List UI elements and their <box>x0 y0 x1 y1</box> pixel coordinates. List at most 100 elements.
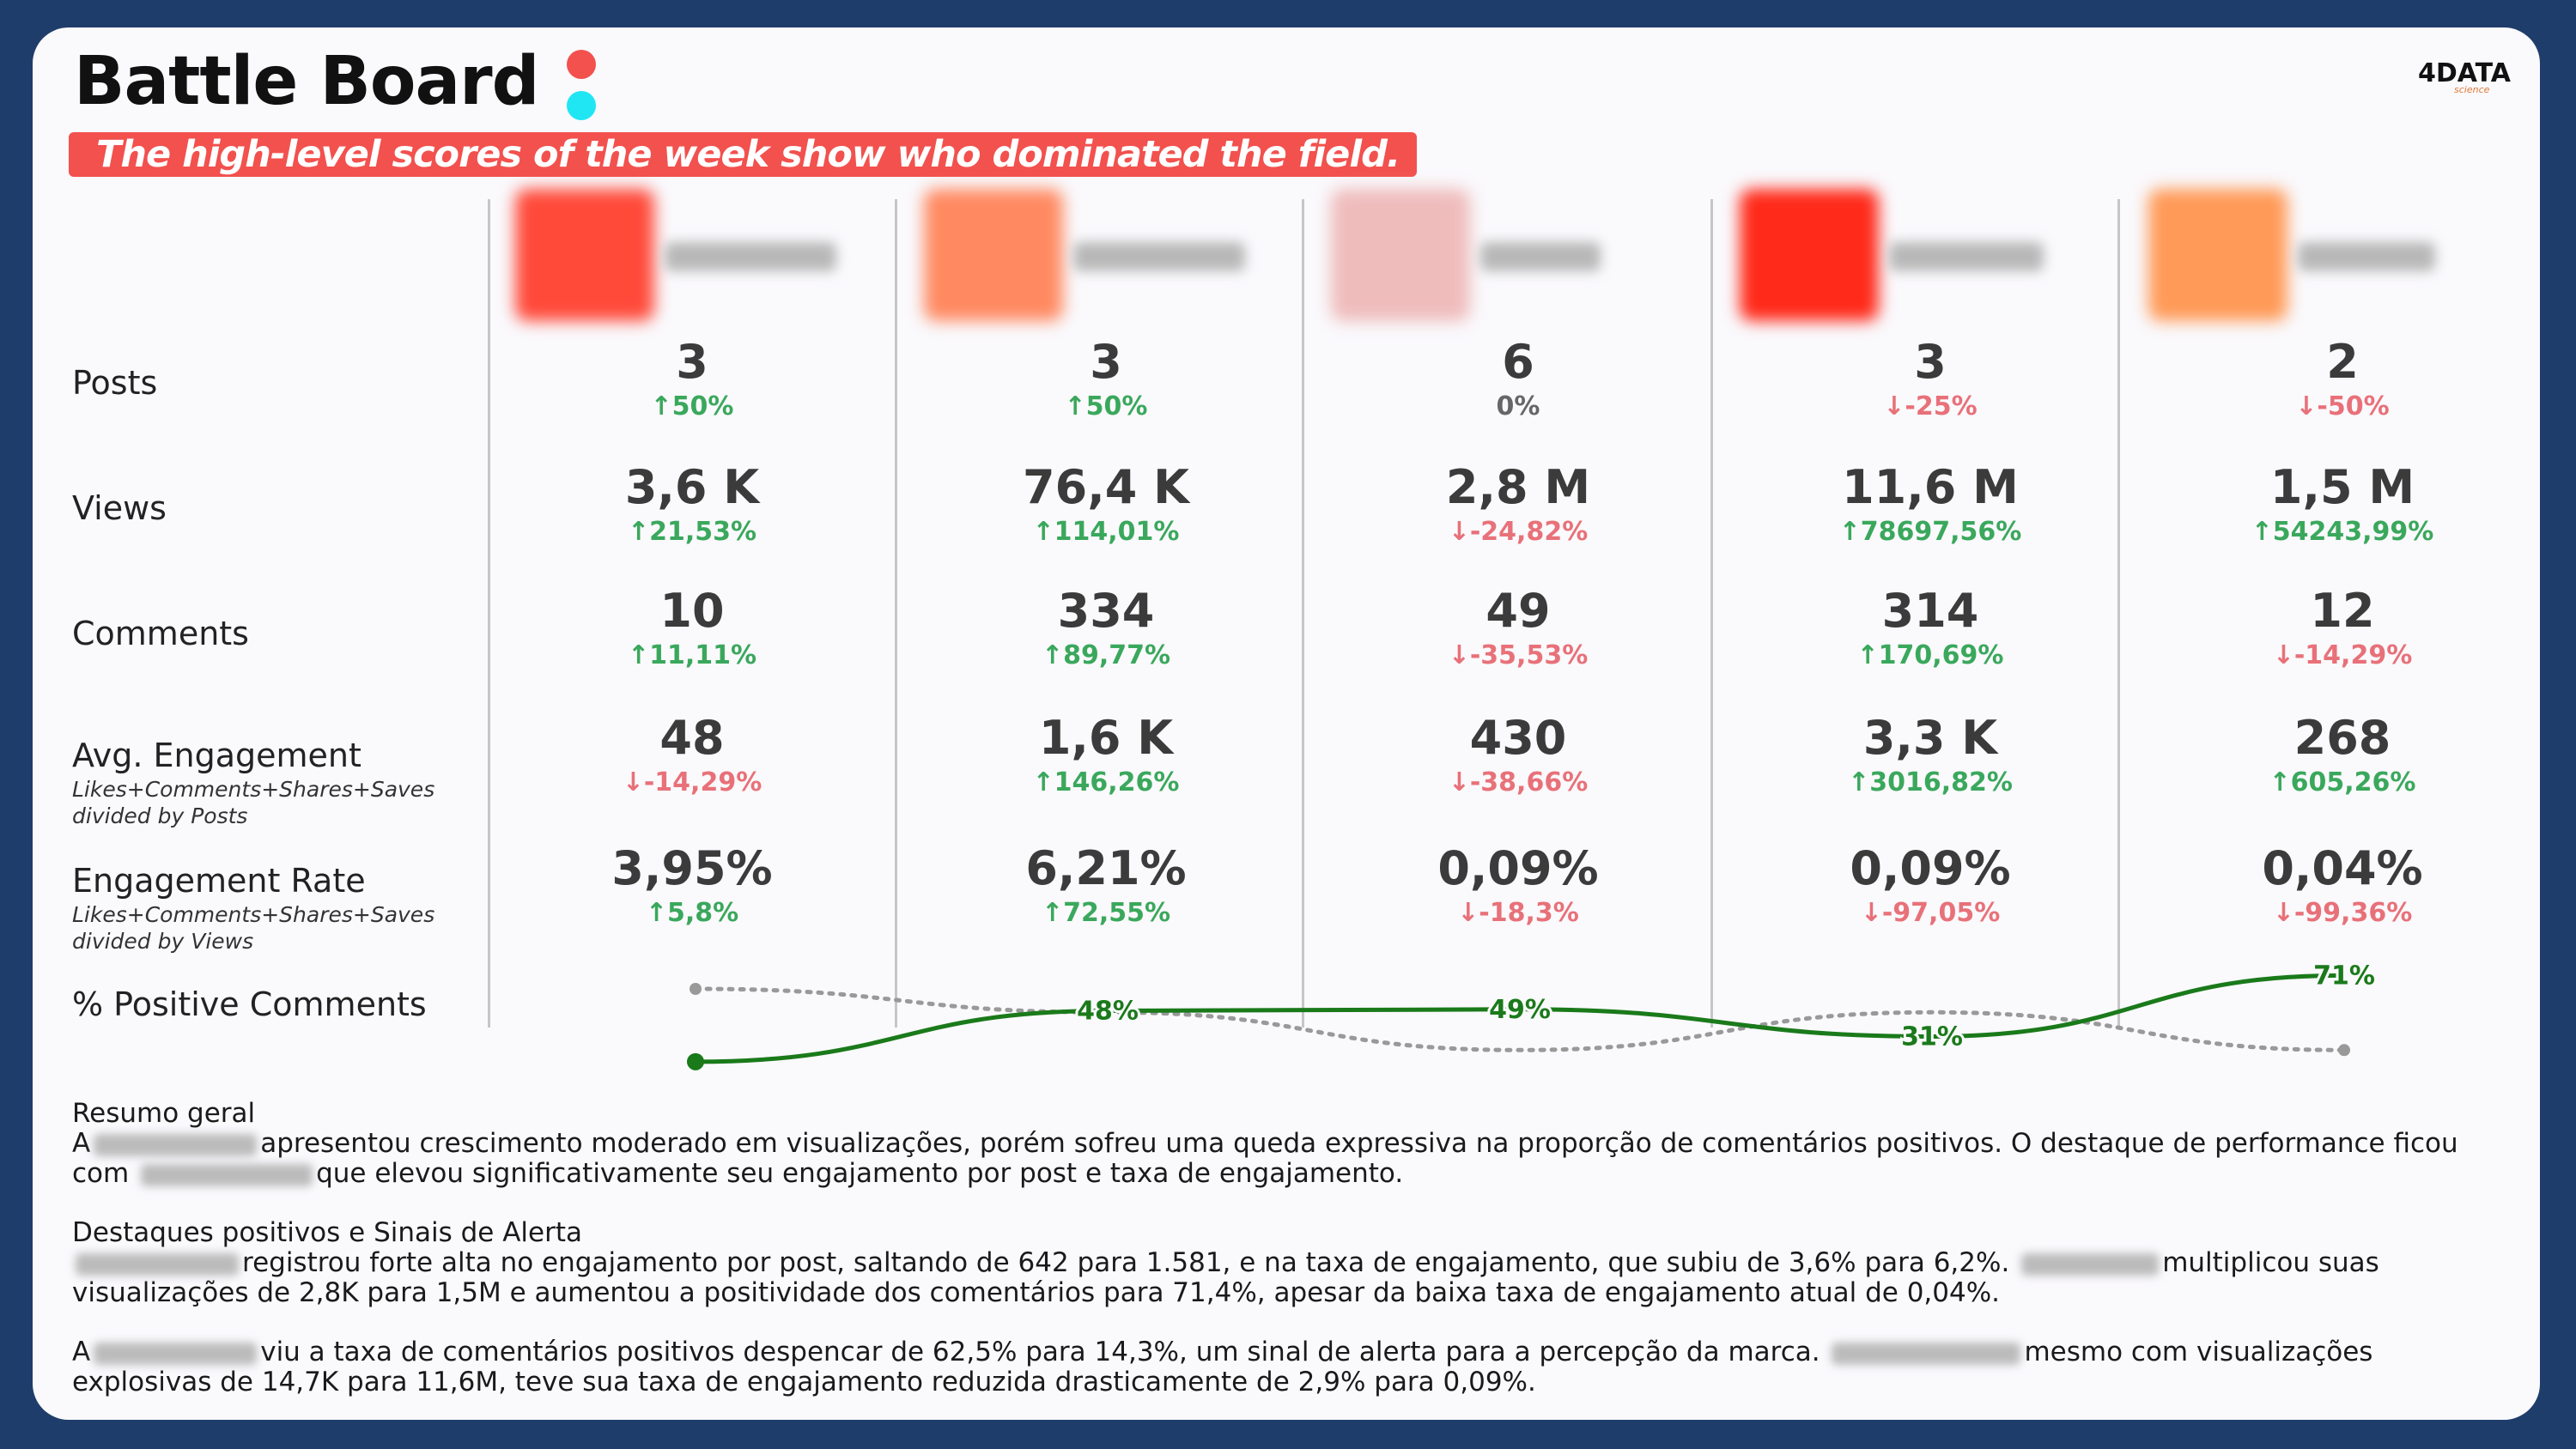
summary-text: que elevou significativamente seu engaja… <box>316 1158 1404 1189</box>
account-handle[interactable] <box>2298 242 2435 271</box>
column-divider <box>1302 199 1304 1028</box>
views-value: 1,5 M <box>2269 460 2415 514</box>
comments-delta: ↓-14,29% <box>2272 640 2413 670</box>
account-avatar[interactable] <box>515 189 654 321</box>
engagement-rate-delta: ↑5,8% <box>645 898 739 928</box>
positive-comments-label: 71% <box>2313 961 2375 991</box>
column-divider <box>2117 199 2120 1028</box>
row-sublabel-engagement-rate-divisor: divided by Views <box>72 929 254 954</box>
comments-value: 12 <box>2310 584 2375 638</box>
row-label-engagement-rate: Engagement Rate <box>72 862 366 900</box>
row-label-positive-comments: % Positive Comments <box>72 985 427 1023</box>
avg-engagement-value: 3,3 K <box>1862 711 1998 765</box>
redacted-handle <box>94 1133 258 1156</box>
positive-comments-label: 31% <box>1901 1022 1963 1052</box>
row-sublabel-engagement-rate-formula: Likes+Comments+Shares+Saves <box>72 902 435 927</box>
red-dot-icon <box>567 50 596 79</box>
comments-value: 314 <box>1881 584 1979 638</box>
row-label-posts: Posts <box>72 364 158 402</box>
avg-engagement-delta: ↓-38,66% <box>1448 767 1589 797</box>
positive-comments-label: 49% <box>1489 995 1551 1025</box>
posts-delta: ↑50% <box>1064 391 1148 421</box>
engagement-rate-delta: ↓-99,36% <box>2272 898 2413 928</box>
views-delta: ↑78697,56% <box>1838 517 2022 547</box>
account-handle[interactable] <box>1073 242 1245 271</box>
previous-week-point <box>690 983 702 995</box>
posts-delta: ↓-25% <box>1883 391 1978 421</box>
posts-delta: ↑50% <box>650 391 734 421</box>
engagement-rate-value: 0,09% <box>1437 841 1599 895</box>
views-value: 76,4 K <box>1023 460 1189 514</box>
account-avatar[interactable] <box>924 189 1063 321</box>
positive-comments-chart: 48% 49% 31% 71% <box>687 958 2378 1070</box>
positive-comments-label: 48% <box>1077 997 1139 1027</box>
views-value: 3,6 K <box>624 460 760 514</box>
comments-value: 10 <box>659 584 725 638</box>
posts-delta: 0% <box>1496 391 1540 421</box>
summary-text: registrou forte alta no engajamento por … <box>242 1247 2010 1278</box>
row-label-avg-engagement: Avg. Engagement <box>72 737 361 774</box>
brand-name: 4DATA <box>2418 58 2512 88</box>
comments-delta: ↑11,11% <box>627 640 757 670</box>
avg-engagement-delta: ↓-14,29% <box>622 767 762 797</box>
summary-text: viu a taxa de comentários positivos desp… <box>260 1337 1820 1367</box>
avg-engagement-value: 1,6 K <box>1038 711 1174 765</box>
account-handle[interactable] <box>1889 242 2044 271</box>
account-handle[interactable] <box>1480 242 1601 271</box>
summary-general-title: Resumo geral <box>72 1098 256 1129</box>
previous-week-point <box>2338 1044 2350 1057</box>
redacted-handle <box>2021 1252 2160 1276</box>
comments-delta: ↓-35,53% <box>1448 640 1589 670</box>
avg-engagement-value: 430 <box>1469 711 1567 765</box>
row-label-comments: Comments <box>72 615 249 652</box>
redacted-handle <box>1832 1342 2021 1365</box>
engagement-rate-value: 0,09% <box>1850 841 2011 895</box>
engagement-rate-delta: ↓-18,3% <box>1457 898 1579 928</box>
avg-engagement-delta: ↑605,26% <box>2269 767 2416 797</box>
avg-engagement-delta: ↑146,26% <box>1032 767 1180 797</box>
views-delta: ↓-24,82% <box>1448 517 1589 547</box>
column-divider <box>895 199 897 1028</box>
redacted-handle <box>141 1163 313 1186</box>
column-divider <box>488 199 490 1028</box>
account-avatar[interactable] <box>1740 189 1879 321</box>
row-sublabel-avg-engagement-divisor: divided by Posts <box>72 803 248 828</box>
account-avatar[interactable] <box>1331 189 1470 321</box>
summary-text: multiplicou suas visualizações de 2,8K p… <box>72 1247 2379 1308</box>
comments-value: 334 <box>1057 584 1155 638</box>
engagement-rate-delta: ↑72,55% <box>1041 898 1171 928</box>
row-sublabel-avg-engagement-formula: Likes+Comments+Shares+Saves <box>72 777 435 802</box>
avg-engagement-delta: ↑3016,82% <box>1848 767 2013 797</box>
avg-engagement-value: 268 <box>2293 711 2391 765</box>
redacted-handle <box>94 1342 258 1365</box>
subtitle-banner: The high-level scores of the week show w… <box>69 132 1417 177</box>
redacted-handle <box>76 1252 239 1276</box>
engagement-rate-delta: ↓-97,05% <box>1860 898 2001 928</box>
engagement-rate-value: 0,04% <box>2262 841 2423 895</box>
cyan-dot-icon <box>567 91 596 120</box>
posts-value: 3 <box>676 335 708 389</box>
account-avatar[interactable] <box>2148 189 2287 321</box>
summary-text: A <box>72 1337 91 1367</box>
brand-logo: 4DATA science <box>2418 58 2512 95</box>
current-week-line <box>695 973 2345 1064</box>
posts-value: 3 <box>1090 335 1122 389</box>
engagement-rate-value: 6,21% <box>1025 841 1187 895</box>
summary-text: mesmo com visualizações explosivas de 14… <box>72 1337 2373 1397</box>
account-handle[interactable] <box>665 242 836 271</box>
summary-highlights-title: Destaques positivos e Sinais de Alerta <box>72 1217 583 1248</box>
current-week-point <box>687 1052 704 1070</box>
comments-value: 49 <box>1485 584 1551 638</box>
page-title: Battle Board <box>74 43 539 120</box>
summary-text: A <box>72 1128 91 1159</box>
summary-text: apresentou crescimento moderado em visua… <box>72 1128 2458 1189</box>
posts-value: 2 <box>2326 335 2359 389</box>
posts-value: 6 <box>1502 335 1534 389</box>
views-delta: ↑54243,99% <box>2251 517 2434 547</box>
column-divider <box>1710 199 1713 1028</box>
summary-highlights-paragraph: registrou forte alta no engajamento por … <box>72 1248 2511 1308</box>
views-delta: ↑21,53% <box>627 517 757 547</box>
